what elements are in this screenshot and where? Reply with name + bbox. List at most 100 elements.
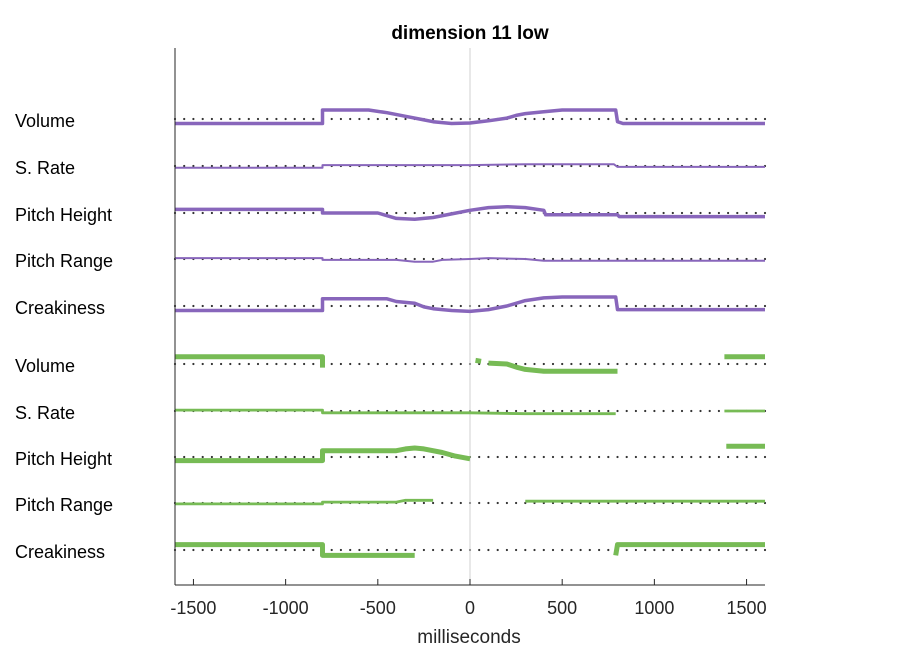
- baseline-dot: [653, 117, 656, 121]
- baseline-dot: [210, 548, 213, 552]
- baseline-dot: [607, 304, 610, 308]
- baseline-dot: [533, 362, 536, 366]
- baseline-dot: [717, 117, 721, 121]
- baseline-dot: [754, 455, 757, 459]
- baseline-dot: [505, 548, 508, 552]
- baseline-dot: [524, 211, 527, 215]
- baseline-dot: [210, 211, 213, 215]
- baseline-dot: [210, 362, 213, 366]
- baseline-dot: [579, 117, 582, 121]
- baseline-dot: [349, 548, 352, 552]
- baseline-dot: [339, 455, 342, 459]
- baseline-dot: [607, 257, 610, 261]
- baseline-dot: [256, 362, 260, 366]
- row-label: Volume: [15, 356, 75, 376]
- baseline-dot: [634, 257, 638, 261]
- baseline-dot: [358, 304, 361, 308]
- baseline-dot: [312, 548, 315, 552]
- baseline-dot: [496, 548, 499, 552]
- baseline-dot: [625, 548, 628, 552]
- baseline-dot: [634, 211, 638, 215]
- baseline-dot: [561, 164, 564, 168]
- baseline-dot: [515, 501, 518, 505]
- baseline-dot: [303, 164, 306, 168]
- baseline-dot: [551, 304, 555, 308]
- baseline-dot: [551, 548, 555, 552]
- row-label: Pitch Height: [15, 205, 112, 225]
- baseline-dot: [238, 164, 241, 168]
- baseline-dot: [293, 211, 296, 215]
- baseline-dot: [183, 304, 186, 308]
- baseline-dot: [598, 362, 601, 366]
- baseline-dot: [229, 455, 232, 459]
- baseline-dot: [736, 304, 739, 308]
- baseline-dot: [727, 257, 730, 261]
- baseline-dot: [201, 304, 204, 308]
- baseline-dot: [210, 117, 213, 121]
- baseline-dot: [385, 548, 389, 552]
- baseline-dot: [542, 455, 545, 459]
- baseline-dot: [533, 211, 536, 215]
- baseline-dot: [653, 455, 656, 459]
- baseline-dot: [616, 362, 619, 366]
- baseline-dot: [570, 257, 573, 261]
- baseline-dot: [745, 117, 748, 121]
- baseline-dot: [312, 211, 315, 215]
- baseline-dot: [266, 455, 269, 459]
- row-label: Creakiness: [15, 542, 105, 562]
- baseline-dot: [220, 362, 223, 366]
- baseline-dot: [625, 304, 628, 308]
- baseline-dot: [551, 409, 555, 413]
- baseline-dot: [561, 409, 564, 413]
- baseline-dot: [312, 117, 315, 121]
- baseline-dot: [653, 304, 656, 308]
- baseline-dot: [358, 548, 361, 552]
- baseline-dot: [432, 362, 435, 366]
- baseline-dot: [680, 117, 684, 121]
- baseline-dot: [699, 362, 702, 366]
- baseline-dot: [671, 409, 674, 413]
- baseline-dot: [754, 362, 757, 366]
- baseline-dot: [404, 548, 407, 552]
- baseline-dot: [680, 409, 684, 413]
- baseline-dot: [385, 304, 389, 308]
- baseline-dot: [607, 362, 610, 366]
- baseline-dot: [634, 455, 638, 459]
- baseline-dot: [653, 211, 656, 215]
- baseline-dot: [588, 455, 591, 459]
- baseline-dot: [201, 164, 204, 168]
- baseline-dot: [496, 409, 499, 413]
- baseline-dot: [708, 455, 711, 459]
- baseline-dot: [763, 455, 767, 459]
- baseline-dot: [699, 304, 702, 308]
- baseline-dot: [441, 455, 444, 459]
- baseline-dot: [533, 304, 536, 308]
- baseline-dot: [690, 304, 693, 308]
- baseline-dot: [266, 164, 269, 168]
- baseline-dot: [533, 164, 536, 168]
- baseline-dot: [598, 409, 601, 413]
- baseline-dot: [256, 455, 260, 459]
- x-tick-label: 0: [465, 598, 475, 618]
- baseline-dot: [524, 164, 527, 168]
- baseline-dot: [727, 117, 730, 121]
- baseline-dot: [238, 304, 241, 308]
- baseline-dot: [404, 501, 407, 505]
- baseline-dot: [192, 211, 195, 215]
- baseline-dot: [459, 362, 462, 366]
- baseline-dot: [699, 455, 702, 459]
- x-tick-label: -500: [360, 598, 396, 618]
- baseline-dot: [625, 409, 628, 413]
- baseline-dot: [478, 548, 481, 552]
- baseline-dot: [690, 362, 693, 366]
- baseline-dot: [201, 362, 204, 366]
- baseline-dot: [763, 117, 767, 121]
- baseline-dot: [598, 548, 601, 552]
- baseline-dot: [754, 211, 757, 215]
- baseline-dot: [192, 117, 195, 121]
- baseline-dot: [441, 362, 444, 366]
- x-tick-label: 1500: [727, 598, 767, 618]
- baseline-dot: [570, 164, 573, 168]
- baseline-dot: [275, 362, 278, 366]
- baseline-dot: [680, 304, 684, 308]
